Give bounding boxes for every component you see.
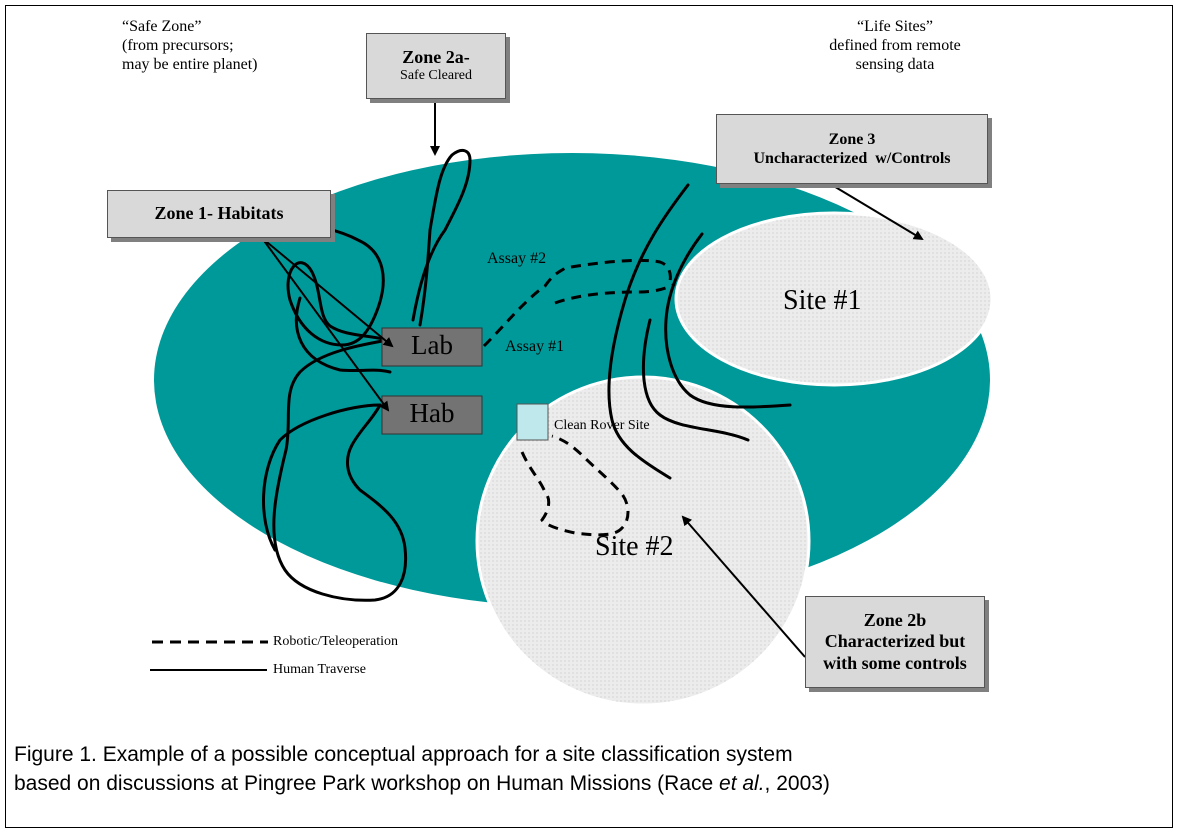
- zone3-subtitle: Uncharacterized w/Controls: [753, 150, 951, 167]
- human-path-top: [411, 148, 472, 327]
- human-path-lab-branch: [294, 296, 392, 374]
- legend-human-label: Human Traverse: [273, 662, 366, 677]
- robotic-paths: [482, 258, 676, 537]
- caption-line-2: based on discussions at Pingree Park wor…: [14, 769, 1164, 798]
- site1-label: Site #1: [783, 285, 862, 316]
- zone1-box: Zone 1- Habitats: [107, 190, 331, 238]
- caption-line-2-before: based on discussions at Pingree Park wor…: [14, 772, 720, 795]
- figure-frame: [5, 5, 1173, 828]
- life-sites-line-2: defined from remote: [829, 36, 961, 54]
- site1-region: [674, 211, 994, 387]
- human-traverse-paths: [226, 148, 792, 602]
- caption-line-2-after: , 2003): [764, 772, 830, 795]
- zone2a-title: Zone 2a-: [402, 46, 470, 67]
- site2-label: Site #2: [595, 531, 674, 562]
- hab-label: Hab: [409, 398, 455, 428]
- safe-zone-line-2: (from precursors;: [122, 36, 234, 54]
- life-sites-line-1: “Life Sites”: [857, 18, 933, 35]
- human-path-right: [607, 183, 690, 480]
- caption-line-1: Figure 1. Example of a possible conceptu…: [14, 743, 793, 766]
- zone2b-line-1: Zone 2b: [863, 609, 927, 630]
- zone2a-box: Zone 2a- Safe Cleared: [366, 33, 506, 99]
- zone2b-box: Zone 2b Characterized but with some cont…: [805, 596, 985, 688]
- human-path-left: [226, 222, 408, 602]
- caption-line-2-italic: et al.: [719, 772, 765, 795]
- lab-label: Lab: [411, 330, 453, 360]
- life-sites-label: “Life Sites” defined from remote sensing…: [795, 18, 995, 75]
- zone2b-line-2: Characterized but: [824, 631, 966, 652]
- safe-zone-line-1: “Safe Zone”: [122, 18, 202, 35]
- zone3-title: Zone 3: [828, 130, 876, 148]
- human-path-right2: [664, 232, 792, 409]
- rover-path: [520, 434, 630, 537]
- clean-rover-site-marker: [516, 403, 549, 441]
- safe-zone-label: “Safe Zone” (from precursors; may be ent…: [122, 18, 322, 75]
- lab-box: [381, 327, 483, 367]
- arrow-zone1-hab: [261, 237, 390, 412]
- legend-robotic-label: Robotic/Teleoperation: [273, 634, 398, 649]
- life-sites-line-3: sensing data: [855, 55, 935, 73]
- zone1-title: Zone 1- Habitats: [154, 203, 284, 224]
- assay-path-1: [482, 258, 672, 348]
- assay-path-2: [554, 282, 676, 305]
- arrow-zone1-lab: [261, 237, 394, 348]
- human-path-right3: [642, 318, 750, 442]
- zone3-box: Zone 3 Uncharacterized w/Controls: [716, 114, 988, 184]
- assay1-label: Assay #1: [505, 338, 565, 355]
- assay2-label: Assay #2: [487, 250, 547, 267]
- arrow-zone2b: [681, 515, 806, 658]
- zone2a-subtitle: Safe Cleared: [400, 68, 472, 84]
- clean-rover-site-label: Clean Rover Site: [554, 418, 650, 433]
- figure-caption: Figure 1. Example of a possible conceptu…: [14, 740, 1164, 798]
- zone2b-line-3: with some controls: [823, 652, 967, 673]
- diagram-canvas: [150, 103, 994, 707]
- hab-box: [381, 395, 483, 435]
- safe-zone-line-3: may be entire planet): [122, 55, 258, 73]
- arrow-zone3: [831, 184, 924, 241]
- pointer-arrows: [261, 103, 924, 658]
